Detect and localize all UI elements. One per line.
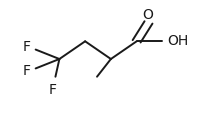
Text: OH: OH	[167, 34, 188, 48]
Text: O: O	[142, 8, 153, 22]
Text: F: F	[49, 83, 56, 97]
Text: F: F	[23, 64, 31, 78]
Text: F: F	[23, 40, 31, 54]
